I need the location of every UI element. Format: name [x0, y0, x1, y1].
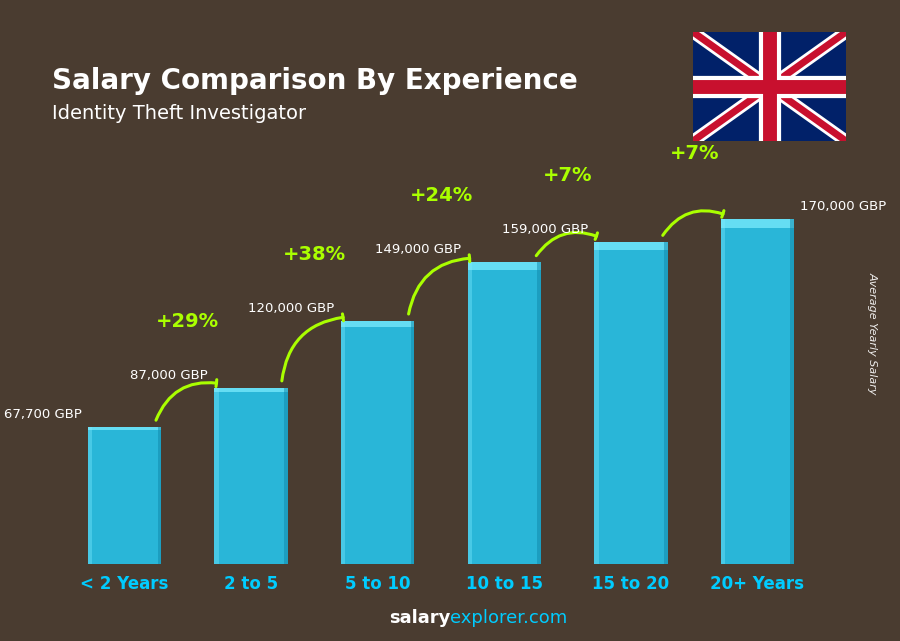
Bar [341, 320, 346, 564]
Bar [214, 388, 219, 564]
Text: 120,000 GBP: 120,000 GBP [248, 302, 335, 315]
Bar [88, 427, 161, 564]
Bar [537, 262, 541, 564]
Text: +29%: +29% [157, 312, 220, 331]
Bar [594, 242, 668, 564]
Text: 149,000 GBP: 149,000 GBP [375, 243, 461, 256]
Bar [88, 427, 93, 564]
Bar [594, 242, 668, 250]
Bar [468, 262, 472, 564]
Text: explorer.com: explorer.com [450, 609, 567, 627]
Text: Identity Theft Investigator: Identity Theft Investigator [52, 104, 306, 123]
Bar [284, 388, 288, 564]
Text: 87,000 GBP: 87,000 GBP [130, 369, 208, 381]
Bar [721, 219, 794, 564]
Bar [214, 388, 288, 392]
Text: Salary Comparison By Experience: Salary Comparison By Experience [52, 67, 578, 95]
Bar [341, 320, 414, 327]
Text: +7%: +7% [543, 166, 592, 185]
Bar [468, 262, 541, 270]
Text: 170,000 GBP: 170,000 GBP [800, 201, 886, 213]
Bar [594, 242, 598, 564]
Bar [410, 320, 414, 564]
Text: +38%: +38% [283, 245, 346, 264]
Bar [468, 262, 541, 564]
Bar [214, 388, 288, 564]
Bar [790, 219, 794, 564]
Bar [341, 320, 414, 564]
Text: salary: salary [389, 609, 450, 627]
Bar [721, 219, 725, 564]
Text: +7%: +7% [670, 144, 719, 163]
Text: Average Yearly Salary: Average Yearly Salary [868, 272, 878, 395]
Bar [158, 427, 161, 564]
Bar [664, 242, 668, 564]
Bar [88, 427, 161, 430]
Text: +24%: +24% [410, 187, 472, 205]
Bar [721, 219, 794, 228]
Text: 159,000 GBP: 159,000 GBP [501, 222, 588, 236]
Text: 67,700 GBP: 67,700 GBP [4, 408, 82, 420]
